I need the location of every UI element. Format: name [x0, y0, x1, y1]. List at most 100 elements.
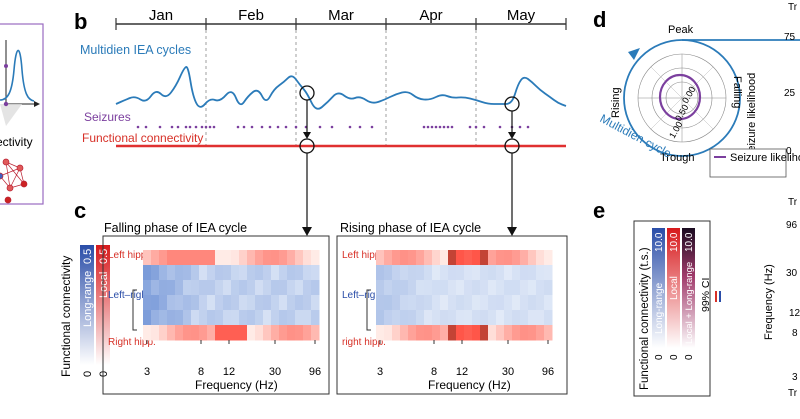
seizure-event: [438, 125, 442, 129]
heatmap-cell: [544, 265, 553, 281]
heatmap-cell: [512, 295, 521, 311]
seizure-event: [236, 125, 240, 129]
legend-box: [709, 148, 787, 178]
heatmap-cell: [279, 250, 288, 266]
xtick-label: 12: [456, 366, 468, 378]
heatmap-cell: [424, 295, 433, 311]
heatmap-cell: [207, 325, 216, 341]
heatmap-cell: [159, 265, 168, 281]
heatmap-cell: [464, 310, 473, 326]
heatmap-cell: [400, 325, 409, 341]
heatmap-cell: [223, 325, 232, 341]
month-label: May: [507, 7, 536, 24]
heatmap-cell: [303, 295, 312, 311]
heatmap-cell: [520, 325, 529, 341]
colorbar-max-right: 0.5: [98, 249, 110, 264]
heatmap-cell: [480, 250, 489, 266]
heatmap-cell: [544, 280, 553, 296]
heatmap-cell: [183, 250, 192, 266]
seizure-event: [318, 125, 322, 129]
heatmap-rising-xticks: 3 8 12 30 96: [377, 340, 554, 378]
panel-c: Functional connectivity Long-range Local…: [59, 221, 568, 395]
colorbar-min-left: 0: [82, 371, 94, 377]
seizure-event: [468, 125, 472, 129]
heatmap-cell: [424, 325, 433, 341]
colorbar-title: Functional connectivity: [59, 256, 73, 377]
heatmap-cell: [295, 265, 304, 281]
heatmap-cell: [440, 265, 449, 281]
heatmap-cell: [512, 325, 521, 341]
right-axis-cutoff: Tr: [788, 2, 798, 13]
heatmap-cell: [191, 325, 200, 341]
panel-a-label: ectivity: [0, 135, 33, 149]
heatmap-cell: [464, 295, 473, 311]
heatmap-cell: [183, 280, 192, 296]
heatmap-falling: [143, 250, 320, 341]
heatmap-cell: [159, 250, 168, 266]
colorbar-long-range: [80, 245, 94, 365]
peak-label: Peak: [668, 24, 694, 36]
heatmap-cell: [488, 295, 497, 311]
heatmap-cell: [271, 310, 280, 326]
heatmap-cell: [416, 250, 425, 266]
heatmap-cell: [311, 250, 320, 266]
heatmap-cell: [223, 250, 232, 266]
heatmap-cell: [424, 250, 433, 266]
heatmap-rising-xlabel: Frequency (Hz): [428, 378, 511, 392]
colorbar-e-min-1: 0: [654, 354, 665, 360]
heatmap-cell: [175, 265, 184, 281]
heatmap-cell: [432, 325, 441, 341]
heatmap-cell: [191, 310, 200, 326]
month-label: Jan: [149, 7, 173, 24]
heatmap-cell: [440, 310, 449, 326]
heatmap-cell: [311, 280, 320, 296]
heatmap-cell: [512, 250, 521, 266]
heatmap-cell: [271, 280, 280, 296]
heatmap-cell: [488, 280, 497, 296]
heatmap-cell: [311, 265, 320, 281]
heatmap-cell: [520, 280, 529, 296]
heatmap-cell: [536, 310, 545, 326]
heatmap-cell: [215, 325, 224, 341]
heatmap-cell: [472, 310, 481, 326]
heatmap-cell: [432, 280, 441, 296]
heatmap-cell: [151, 325, 160, 341]
heatmap-cell: [480, 265, 489, 281]
heatmap-cell: [151, 280, 160, 296]
colorbar-e-min-2: 0: [669, 354, 680, 360]
heatmap-cell: [504, 325, 513, 341]
heatmap-cell: [440, 325, 449, 341]
heatmap-cell: [528, 265, 537, 281]
heatmap-cell: [544, 310, 553, 326]
left-right-hipp-label-rising: Left–right hipp.: [342, 290, 408, 301]
seizure-event: [442, 125, 446, 129]
heatmap-cell: [480, 295, 489, 311]
seizure-event: [200, 125, 204, 129]
heatmap-cell: [207, 265, 216, 281]
heatmap-cell: [239, 295, 248, 311]
heatmap-cell: [440, 295, 449, 311]
heatmap-cell: [191, 295, 200, 311]
iea-cycle-curve: [115, 66, 567, 110]
seizure-likelihood-polar: [658, 73, 702, 121]
xtick-label: 12: [223, 366, 235, 378]
xtick-label: 96: [309, 366, 321, 378]
rising-phase-frame: [336, 235, 568, 395]
seizure-events: [136, 125, 530, 129]
heatmap-cell: [408, 310, 417, 326]
heatmap-cell: [544, 325, 553, 341]
right-hipp-label-rising: right hipp.: [342, 337, 386, 348]
heatmap-falling-xticks: 3 8 12 30 96: [144, 340, 321, 378]
heatmap-cell: [496, 325, 505, 341]
heatmap-cell: [271, 250, 280, 266]
heatmap-cell: [223, 310, 232, 326]
heatmap-cell: [376, 310, 385, 326]
network-glyph: [0, 158, 28, 204]
seizures-label: Seizures: [84, 110, 131, 124]
heatmap-cell: [143, 250, 152, 266]
heatmap-cell: [287, 280, 296, 296]
heatmap-cell: [311, 295, 320, 311]
panel-b: Jan Feb Mar Apr May Multidien IEA cycles Sei…: [80, 7, 567, 236]
heatmap-cell: [247, 250, 256, 266]
heatmap-cell: [472, 265, 481, 281]
